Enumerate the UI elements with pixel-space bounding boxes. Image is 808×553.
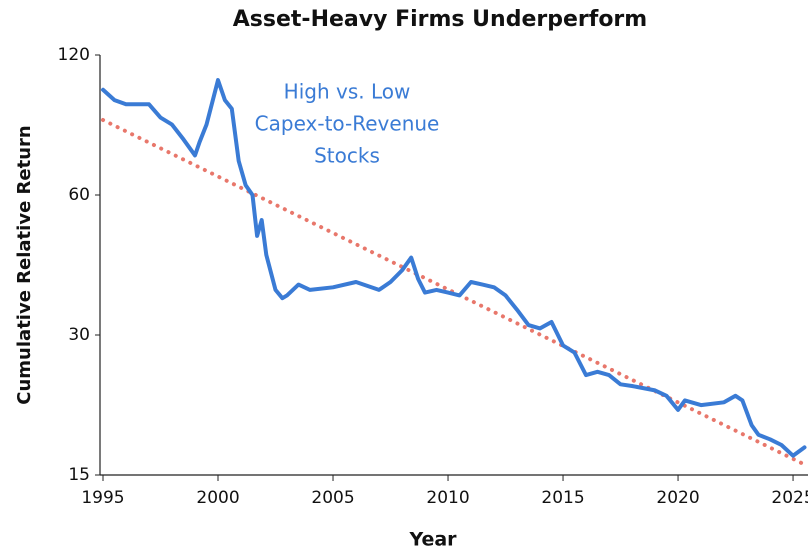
annotation: High vs. Low [284,80,411,104]
x-tick-label: 2010 [426,488,469,508]
x-tick-label: 2020 [656,488,699,508]
data-line [101,78,807,458]
x-tick-label: 2015 [541,488,584,508]
y-tick-label: 60 [68,185,90,205]
x-tick-label: 2025 [771,488,808,508]
chart-title: Asset-Heavy Firms Underperform [233,7,647,32]
x-tick-label: 2000 [196,488,239,508]
annotation: Stocks [314,144,380,168]
y-tick-label: 120 [58,45,90,65]
y-axis-label: Cumulative Relative Return [14,125,35,404]
x-tick-label: 2005 [311,488,354,508]
annotation: Capex-to-Revenue [255,112,440,136]
x-tick-label: 1995 [81,488,124,508]
x-axis-label: Year [408,529,457,550]
y-tick-label: 15 [68,465,90,485]
y-tick-label: 30 [68,325,90,345]
